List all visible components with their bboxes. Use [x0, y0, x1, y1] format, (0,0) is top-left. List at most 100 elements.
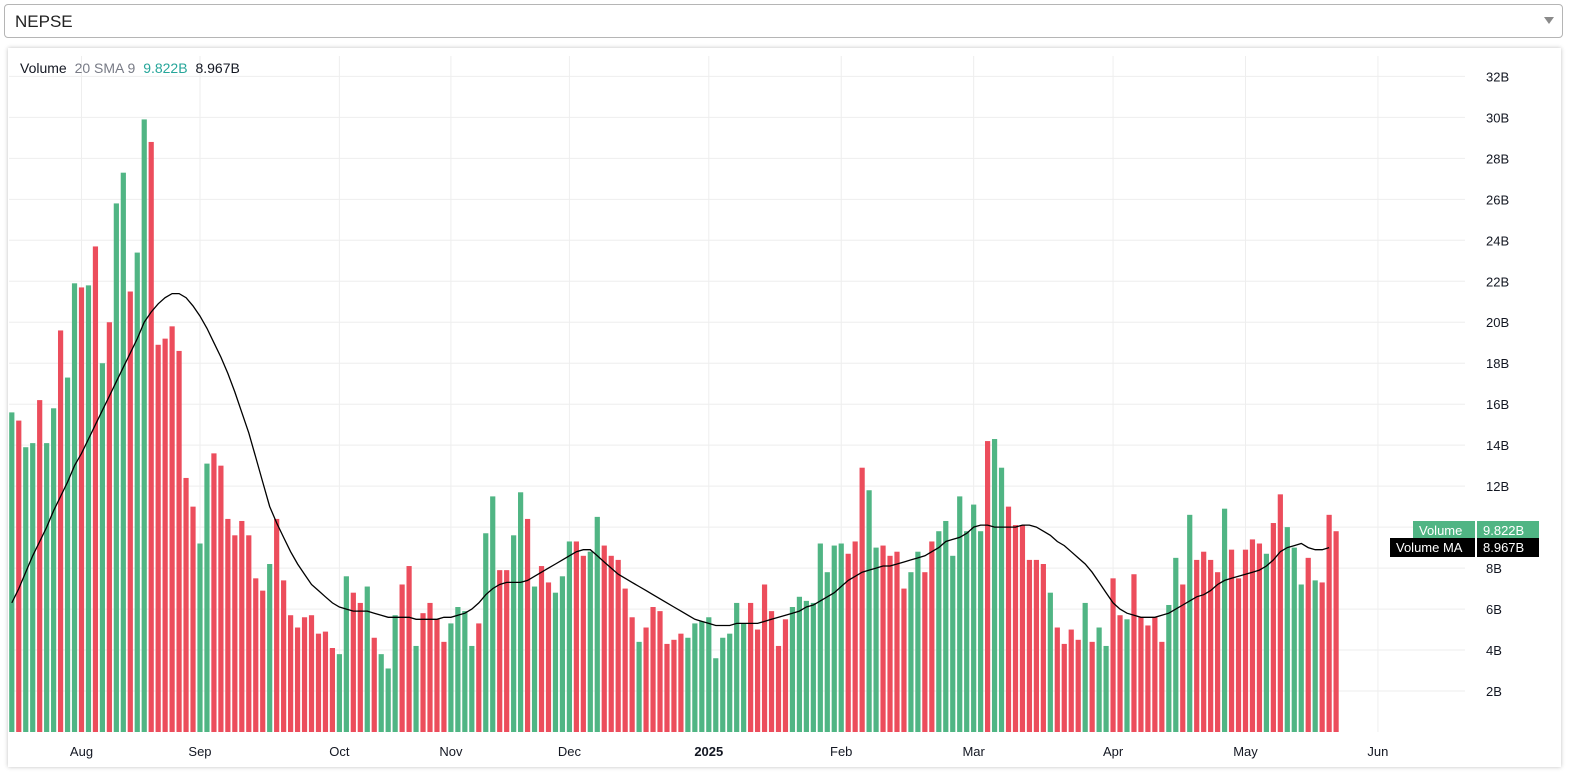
volume-bar	[796, 596, 803, 732]
volume-bar	[57, 330, 64, 732]
volume-bar	[552, 592, 559, 732]
x-tick-label: Mar	[962, 744, 985, 759]
volume-bar	[1082, 602, 1088, 732]
volume-bar	[657, 611, 663, 732]
volume-tag-value: 9.822B	[1483, 523, 1525, 539]
volume-bar	[1019, 525, 1026, 732]
volume-bar	[824, 572, 830, 732]
volume-bar	[1033, 559, 1039, 732]
volume-bar	[253, 578, 259, 732]
ma-tag-label: Volume MA	[1396, 539, 1463, 555]
volume-bar	[545, 582, 552, 732]
volume-bar	[775, 645, 782, 732]
volume-bar	[748, 602, 754, 732]
volume-bar	[1319, 582, 1325, 732]
volume-bar	[978, 531, 984, 732]
volume-bar	[810, 602, 816, 732]
symbol-selector[interactable]: NEPSE	[4, 4, 1563, 38]
volume-bar	[761, 584, 768, 732]
volume-bar	[1201, 551, 1207, 732]
volume-bar	[469, 645, 475, 732]
volume-bar	[490, 496, 496, 732]
volume-bar	[699, 621, 705, 732]
volume-bar	[183, 477, 189, 732]
volume-bar	[817, 543, 823, 732]
volume-bar	[1228, 549, 1235, 732]
x-tick-label: Dec	[558, 744, 582, 759]
volume-bar	[9, 412, 15, 732]
volume-bar	[727, 633, 733, 732]
y-tick-label: 2B	[1486, 684, 1502, 699]
volume-bar	[622, 588, 628, 732]
volume-bar	[322, 631, 329, 732]
volume-bar	[267, 564, 273, 732]
volume-bar	[1068, 629, 1074, 732]
volume-bar	[908, 572, 914, 732]
volume-bar	[692, 623, 698, 732]
volume-bar	[385, 668, 391, 732]
volume-bar	[615, 559, 621, 732]
volume-bar	[887, 555, 893, 732]
volume-bar	[23, 447, 29, 732]
volume-bar	[301, 617, 308, 732]
volume-bar	[399, 584, 405, 732]
volume-value-tag: 9.822B	[1476, 521, 1539, 541]
volume-bar	[1159, 641, 1165, 732]
volume-bar	[274, 518, 280, 732]
volume-bar	[922, 572, 928, 732]
volume-bar	[852, 541, 858, 732]
volume-bar	[971, 504, 977, 732]
volume-bar	[789, 607, 796, 732]
volume-bar	[678, 633, 684, 732]
volume-bar	[455, 607, 461, 732]
x-tick-label: Feb	[830, 744, 852, 759]
volume-bar	[1298, 584, 1304, 732]
volume-bar	[1270, 523, 1276, 732]
volume-bar	[294, 627, 301, 732]
volume-bar	[643, 627, 649, 732]
volume-bar	[566, 541, 572, 732]
volume-bar	[859, 467, 865, 732]
volume-bar	[943, 520, 949, 732]
ma-price-tag: Volume MA	[1390, 537, 1475, 557]
volume-bar	[1235, 578, 1242, 732]
volume-bar	[37, 400, 43, 732]
volume-bar	[706, 617, 712, 732]
volume-bar	[915, 551, 921, 732]
volume-bar	[281, 580, 287, 732]
volume-bar	[315, 633, 322, 732]
volume-bar	[378, 654, 384, 732]
volume-bar	[427, 602, 433, 732]
chevron-down-icon[interactable]	[1544, 17, 1554, 24]
volume-bar	[866, 490, 872, 732]
volume-bar	[985, 441, 991, 732]
volume-bar	[336, 654, 342, 732]
volume-bar	[1312, 580, 1318, 732]
x-tick-label: Apr	[1103, 744, 1124, 759]
x-tick-label: Oct	[329, 744, 350, 759]
legend-volume-value: 9.822B	[143, 60, 188, 76]
volume-bar	[127, 291, 133, 732]
volume-bar	[880, 545, 886, 732]
volume-bar	[1089, 641, 1095, 732]
volume-bar	[594, 516, 600, 732]
volume-bar	[364, 586, 370, 732]
volume-bar	[713, 658, 719, 732]
volume-bar	[894, 551, 900, 732]
volume-bar	[225, 518, 231, 732]
volume-bar	[1256, 543, 1263, 732]
volume-bar	[1221, 508, 1228, 732]
volume-bar	[1005, 506, 1012, 732]
volume-bar	[441, 641, 447, 732]
volume-bar	[1173, 557, 1179, 732]
volume-bar	[448, 623, 454, 732]
volume-bar	[190, 506, 196, 732]
volume-bar	[44, 443, 50, 732]
volume-bar	[1208, 559, 1214, 732]
volume-bar	[831, 545, 837, 732]
volume-bar	[169, 326, 175, 732]
legend-ma-value: 8.967B	[195, 60, 240, 76]
volume-bar	[1054, 627, 1060, 732]
volume-bar	[685, 637, 691, 732]
